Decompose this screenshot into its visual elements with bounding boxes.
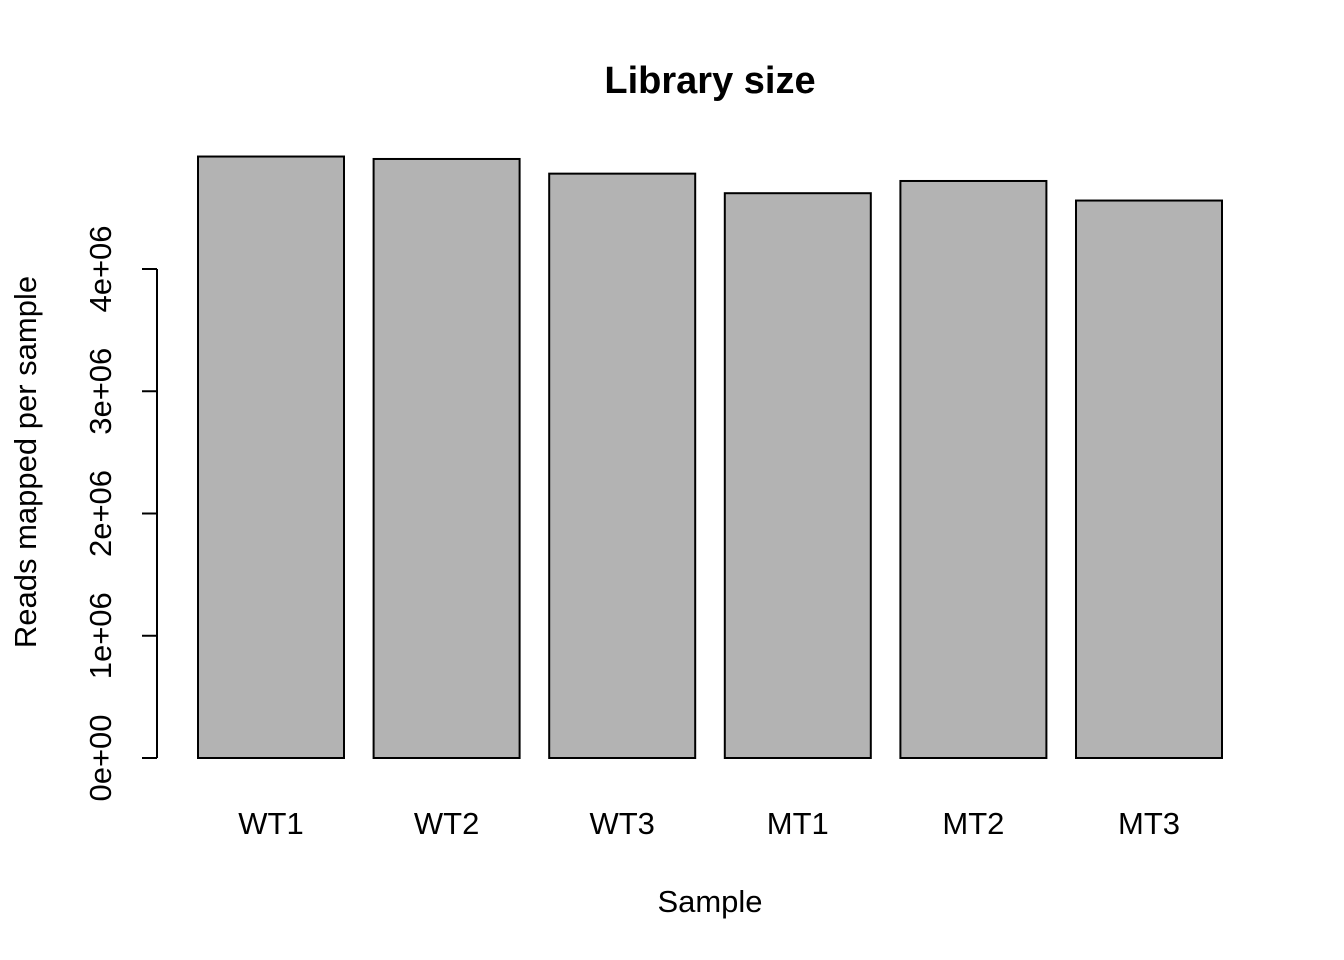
category-label-mt3: MT3 [1118,806,1180,841]
category-label-wt2: WT2 [414,806,479,841]
y-tick-label: 0e+00 [83,714,118,801]
chart-title: Library size [604,60,815,102]
bar-wt3 [548,172,697,759]
bar-mt1 [723,192,872,759]
category-label-mt2: MT2 [942,806,1004,841]
y-tick-label: 2e+06 [83,470,118,557]
bar-mt2 [899,179,1048,760]
y-tick-label: 3e+06 [83,348,118,435]
category-label-wt3: WT3 [589,806,654,841]
category-label-wt1: WT1 [238,806,303,841]
y-axis: 0e+00 1e+06 2e+06 3e+06 4e+06 [83,225,158,802]
category-labels-group: WT1 WT2 WT3 MT1 MT2 MT3 [238,806,1180,841]
y-tick-label: 4e+06 [83,225,118,312]
y-axis-label: Reads mapped per sample [8,276,43,648]
bar-wt2 [372,157,521,760]
bar-mt3 [1075,199,1223,760]
bars-group [197,155,1223,760]
category-label-mt1: MT1 [767,806,829,841]
x-axis-label: Sample [657,884,762,919]
bar-wt1 [197,155,345,759]
y-tick-label: 1e+06 [83,592,118,679]
